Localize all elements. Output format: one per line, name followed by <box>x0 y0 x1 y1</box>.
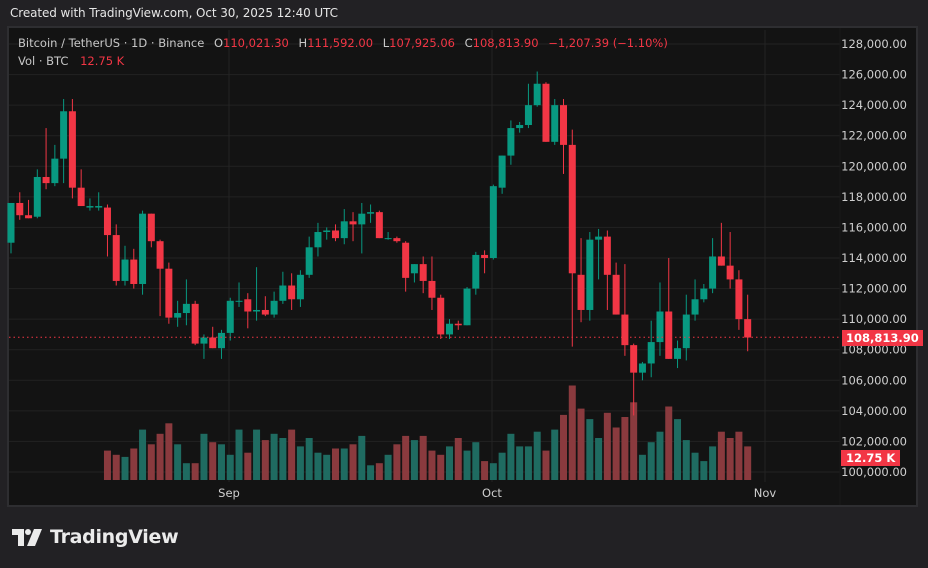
volume-bars <box>103 385 752 480</box>
volume-value: 12.75 K <box>80 54 125 68</box>
price-tick-label: 128,000.00 <box>841 37 907 51</box>
time-tick-label: Nov <box>754 486 777 500</box>
price-tick-label: 100,000.00 <box>841 465 907 479</box>
last-volume-tag: 12.75 K <box>841 450 901 466</box>
brand-name: TradingView <box>50 526 179 548</box>
price-tick-label: 106,000.00 <box>841 373 907 387</box>
candlestick-chart[interactable]: 128,000.00 126,000.00 124,000.00 122,000.00… <box>0 0 928 510</box>
volume-label[interactable]: Vol · BTC <box>18 54 69 68</box>
low-value: 107,925.06 <box>389 36 455 50</box>
time-axis[interactable]: Sep Oct Nov <box>218 486 776 500</box>
close-value: 108,813.90 <box>472 36 539 50</box>
created-with-header: Created with TradingView.com, Oct 30, 20… <box>10 6 338 20</box>
price-tick-label: 110,000.00 <box>841 312 907 326</box>
tradingview-logo: TradingView <box>12 526 179 548</box>
ohlc-row: Bitcoin / TetherUS · 1D · Binance O110,0… <box>18 36 668 50</box>
price-tick-label: 118,000.00 <box>841 190 907 204</box>
grid-lines <box>9 28 841 505</box>
chart-legend: Bitcoin / TetherUS · 1D · Binance O110,0… <box>18 34 668 70</box>
volume-row: Vol · BTC 12.75 K <box>18 52 668 70</box>
change-value: −1,207.39 (−1.10%) <box>548 36 668 50</box>
time-tick-label: Sep <box>218 486 240 500</box>
price-tick-label: 116,000.00 <box>841 220 907 234</box>
symbol-title[interactable]: Bitcoin / TetherUS · 1D · Binance <box>18 36 205 50</box>
high-value: 111,592.00 <box>307 36 374 50</box>
price-tick-label: 120,000.00 <box>841 159 907 173</box>
last-price-tag: 108,813.90 <box>842 330 923 346</box>
tradingview-logo-icon <box>12 529 42 546</box>
price-tick-label: 122,000.00 <box>841 129 907 143</box>
candles <box>7 71 752 416</box>
price-axis[interactable]: 128,000.00 126,000.00 124,000.00 122,000.00… <box>841 37 907 479</box>
price-tick-label: 108,000.00 <box>841 343 907 357</box>
price-tick-label: 126,000.00 <box>841 68 907 82</box>
price-tick-label: 112,000.00 <box>841 282 907 296</box>
price-tick-label: 104,000.00 <box>841 404 907 418</box>
open-value: 110,021.30 <box>223 36 289 50</box>
price-tick-label: 124,000.00 <box>841 98 907 112</box>
price-tick-label: 102,000.00 <box>841 434 907 448</box>
time-tick-label: Oct <box>482 486 502 500</box>
price-tick-label: 114,000.00 <box>841 251 907 265</box>
